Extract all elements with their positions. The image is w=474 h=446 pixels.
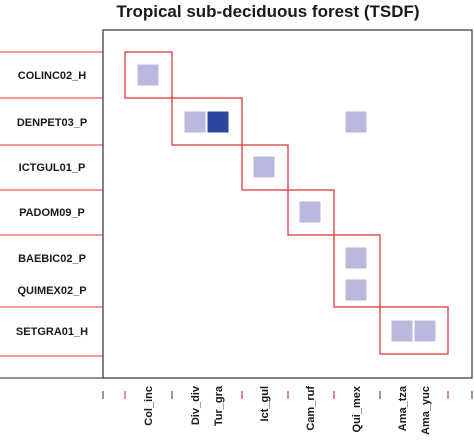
cell-denpet03-p-div-div (183, 110, 207, 134)
module-box-1 (124, 51, 173, 99)
axis-ticks (102, 391, 473, 399)
cell-denpet03-p-qui-mex (344, 110, 368, 134)
col-label-col-inc: Col_inc (143, 386, 155, 426)
module-box-5 (333, 234, 381, 308)
interaction-cells (136, 63, 437, 343)
module-box-4 (287, 189, 335, 236)
module-separators (0, 51, 103, 379)
col-label-ama-yuc: Ama_yuc (420, 386, 432, 435)
row-label-denpet03-p: DENPET03_P (17, 117, 87, 129)
col-label-ict-gul: Ict_gul (259, 386, 271, 421)
cell-ictgul01-p-ict-gul (252, 155, 276, 179)
axis-labels: COLINC02_H DENPET03_P ICTGUL01_P PADOM09_P B… (16, 70, 432, 435)
cell-colinc02-h-col-inc (136, 63, 160, 87)
cell-padom09-p-cam-ruf (298, 200, 322, 224)
col-label-tur-gra: Tur_gra (213, 385, 225, 426)
col-label-qui-mex: Qui_mex (351, 385, 363, 432)
cell-quimex02-p-qui-mex (344, 278, 368, 302)
col-label-cam-ruf: Cam_ruf (305, 386, 317, 431)
cell-setgra01-h-ama-tza (390, 319, 414, 343)
module-box-3 (241, 144, 289, 191)
cell-denpet03-p-tur-gra (206, 110, 230, 134)
row-label-padom09-p: PADOM09_P (19, 207, 85, 219)
cell-baebic02-p-qui-mex (344, 246, 368, 270)
module-boxes (124, 51, 449, 355)
chart-title: Tropical sub-deciduous forest (TSDF) (116, 2, 419, 21)
row-label-ictgul01-p: ICTGUL01_P (19, 162, 86, 174)
module-box-2 (171, 97, 243, 146)
col-label-ama-tza: Ama_tza (397, 385, 409, 431)
row-label-quimex02-p: QUIMEX02_P (17, 285, 86, 297)
plot-frame (102, 29, 473, 379)
row-label-setgra01-h: SETGRA01_H (16, 326, 88, 338)
module-box-6 (379, 306, 449, 355)
cell-setgra01-h-ama-yuc (413, 319, 437, 343)
col-label-div-div: Div_div (190, 385, 202, 425)
row-label-colinc02-h: COLINC02_H (18, 70, 87, 82)
row-label-baebic02-p: BAEBIC02_P (18, 253, 86, 265)
